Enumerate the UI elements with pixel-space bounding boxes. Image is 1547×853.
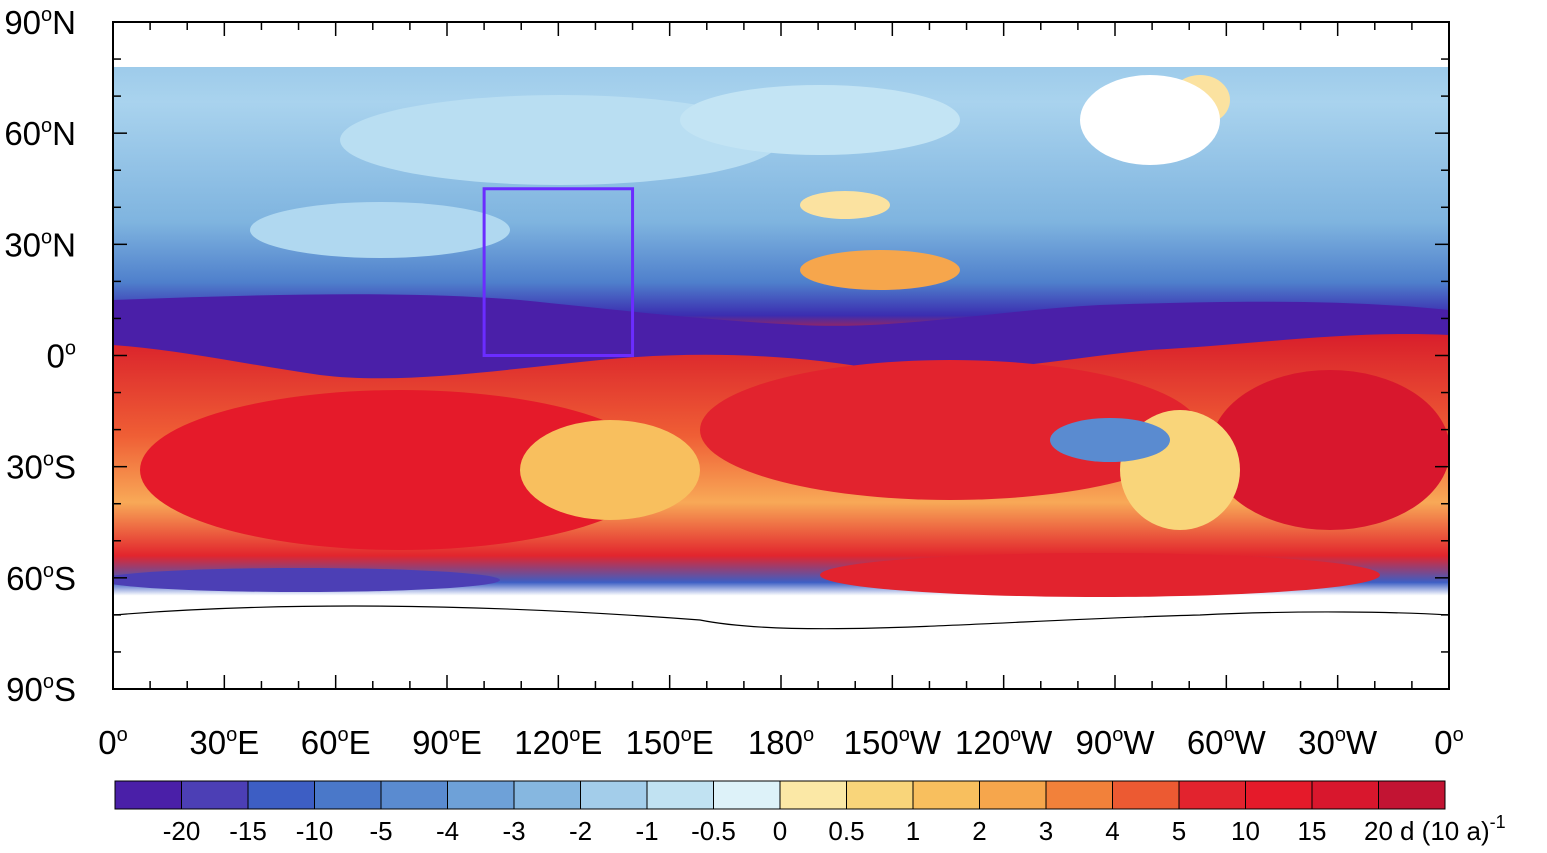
colorbar-swatch (380, 780, 448, 810)
colorbar-labels: -20 -15 -10 -5 -4 -3 -2 -1 -0.5 0 0.5 1 2 3 4 5 10 15 20 (163, 816, 1393, 846)
lon-label: 120oW (955, 724, 1053, 761)
lat-label: 60oS (6, 560, 76, 597)
greenland-missing (1080, 75, 1220, 165)
colorbar-swatch (1311, 780, 1379, 810)
colorbar-swatch (1378, 780, 1446, 810)
colorbar-label: 4 (1105, 816, 1119, 846)
colorbar-label: 5 (1172, 816, 1186, 846)
longitude-labels: 0o 30oE 60oE 90oE 120oE 150oE 180o 150oW 120oW 90… (98, 724, 1463, 761)
colorbar-label: -1 (635, 816, 658, 846)
south-red-patch (140, 390, 660, 550)
region-box (482, 187, 635, 357)
colorbar-swatch (114, 780, 182, 810)
colorbar-label: 20 (1364, 816, 1393, 846)
colorbar-label: -20 (163, 816, 201, 846)
north-warm-patch (800, 250, 960, 290)
lon-label: 30oE (189, 724, 259, 761)
colorbar (114, 780, 1446, 810)
colorbar-label: 15 (1298, 816, 1327, 846)
south-red-patch (1210, 370, 1449, 530)
lon-label: 150oW (844, 724, 942, 761)
north-light-patch (680, 85, 960, 155)
south-red-band (820, 553, 1380, 597)
lon-label: 90oW (1076, 724, 1156, 761)
south-red-patch (700, 360, 1200, 500)
lat-label: 90oN (4, 4, 76, 41)
north-warm-patch (800, 191, 890, 219)
lat-label: 60oN (4, 115, 76, 152)
lon-label: 90oE (412, 724, 482, 761)
colorbar-label: 0.5 (828, 816, 864, 846)
lon-label: 0o (1434, 724, 1463, 761)
colorbar-swatch (912, 780, 980, 810)
coastline (113, 605, 1449, 630)
colorbar-label: -5 (369, 816, 392, 846)
lon-label: 30oW (1298, 724, 1378, 761)
colorbar-swatch (181, 780, 249, 810)
lat-label: 90oS (6, 671, 76, 708)
colorbar-swatch (1112, 780, 1180, 810)
lon-label: 60oW (1187, 724, 1267, 761)
lat-label: 0o (47, 338, 76, 375)
colorbar-label: -15 (229, 816, 267, 846)
colorbar-swatch (779, 780, 847, 810)
lat-label: 30oS (6, 449, 76, 486)
south-blue-patch (1050, 418, 1170, 462)
colorbar-label: -0.5 (691, 816, 736, 846)
lon-label: 180o (748, 724, 814, 761)
colorbar-label: 10 (1231, 816, 1260, 846)
lon-label: 60oE (301, 724, 371, 761)
colorbar-swatch (1045, 780, 1113, 810)
colorbar-swatch (314, 780, 382, 810)
colorbar-swatch (713, 780, 781, 810)
colorbar-swatch (247, 780, 315, 810)
colorbar-label: -10 (296, 816, 334, 846)
equatorial-negative-band (113, 294, 1449, 379)
antarctic-missing (113, 600, 1449, 689)
trend-field (113, 22, 1449, 689)
colorbar-swatch (846, 780, 914, 810)
colorbar-swatch (979, 780, 1047, 810)
colorbar-label: 1 (906, 816, 920, 846)
colorbar-swatch (447, 780, 515, 810)
north-light-patch (250, 202, 510, 258)
colorbar-label: 0 (773, 816, 787, 846)
lat-label: 30oN (4, 226, 76, 263)
colorbar-swatch (646, 780, 714, 810)
colorbar-label: -4 (436, 816, 459, 846)
colorbar-label: 2 (972, 816, 986, 846)
colorbar-label: 3 (1039, 816, 1053, 846)
colorbar-swatch (1245, 780, 1313, 810)
colorbar-swatch (513, 780, 581, 810)
lon-label: 120oE (514, 724, 602, 761)
colorbar-swatch (1178, 780, 1246, 810)
latitude-labels: 90oN 60oN 30oN 0o 30oS 60oS 90oS (4, 4, 76, 708)
colorbar-label: -2 (569, 816, 592, 846)
colorbar-swatch (580, 780, 648, 810)
axis-ticks (112, 21, 1450, 690)
colorbar-label: -3 (502, 816, 525, 846)
south-orange-patch (520, 420, 700, 520)
lon-label: 150oE (626, 724, 714, 761)
lon-label: 0o (98, 724, 127, 761)
north-light-patch (340, 95, 780, 185)
south-blue-band (113, 568, 500, 592)
colorbar-unit: d (10 a)-1 (1400, 812, 1506, 846)
